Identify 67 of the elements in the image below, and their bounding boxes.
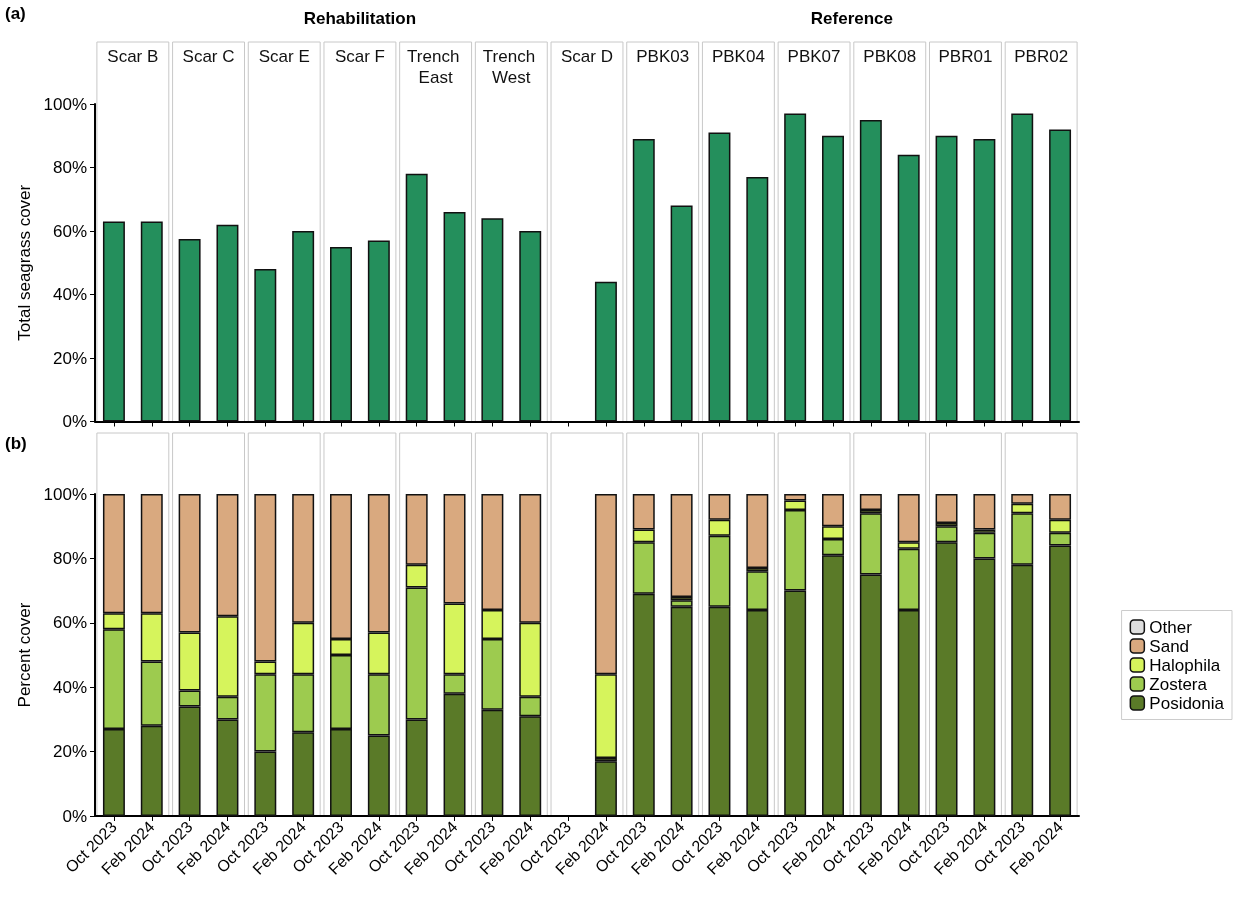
- legend-label: Zostera: [1149, 674, 1208, 694]
- text: Scar F: [334, 47, 385, 66]
- bar: [594, 281, 617, 422]
- bar: [670, 205, 693, 422]
- y-tick-label: 60%: [52, 613, 87, 633]
- bar: [216, 224, 239, 422]
- chart-title: (b): [5, 434, 27, 453]
- bar: [254, 269, 277, 422]
- y-tick-label: 20%: [52, 742, 87, 762]
- legend-label: Sand: [1149, 636, 1190, 656]
- text: PBK07: [787, 47, 841, 66]
- bar: [367, 240, 390, 422]
- text: Scar C: [182, 47, 235, 66]
- text: PBR01: [938, 47, 993, 66]
- chart-title: (a): [5, 4, 26, 23]
- bar: [102, 221, 125, 422]
- text: PBR02: [1014, 47, 1069, 66]
- bar: [784, 113, 807, 422]
- bar: [178, 238, 201, 422]
- text: PBK04: [711, 47, 765, 66]
- text: Trench East: [407, 47, 465, 87]
- bar: [292, 231, 315, 422]
- bar: [708, 132, 731, 422]
- text: Trench West: [482, 47, 540, 87]
- bar: [519, 231, 542, 422]
- text: Rehabilitation: [303, 9, 417, 28]
- text: Scar B: [107, 47, 159, 66]
- bar: [897, 154, 920, 422]
- bar: [859, 119, 882, 422]
- y-axis-title: Total seagrass cover: [14, 184, 34, 341]
- y-tick-label: 100%: [43, 484, 87, 504]
- bar: [140, 221, 163, 422]
- bar: [632, 138, 655, 422]
- text: PBK03: [636, 47, 690, 66]
- bar: [1011, 113, 1034, 422]
- y-tick-label: 80%: [52, 548, 87, 568]
- bar: [746, 494, 769, 569]
- bar: [443, 211, 466, 422]
- y-tick-label: 80%: [52, 158, 87, 177]
- y-tick-label: 60%: [52, 221, 87, 241]
- bar: [330, 246, 352, 422]
- bar: [935, 135, 958, 422]
- y-tick-label: 40%: [52, 285, 87, 304]
- y-tick-label: 100%: [43, 94, 87, 114]
- text: Reference: [810, 9, 894, 28]
- bar: [405, 173, 428, 422]
- bar: [822, 135, 844, 422]
- legend-label: Halophila: [1149, 655, 1221, 675]
- y-tick-label: 20%: [52, 348, 87, 368]
- legend-label: Posidonia: [1149, 693, 1225, 713]
- y-tick-label: 0%: [62, 806, 87, 826]
- bar: [973, 138, 996, 422]
- text: Scar D: [561, 47, 613, 66]
- legend-label: Other: [1149, 617, 1193, 637]
- y-tick-label: 0%: [62, 412, 87, 431]
- bar: [859, 494, 882, 511]
- text: PBK08: [863, 47, 917, 66]
- bar: [670, 494, 693, 598]
- bar: [973, 494, 996, 530]
- bar: [594, 761, 617, 816]
- y-axis-title: Percent cover: [14, 602, 34, 708]
- bar: [1049, 129, 1072, 422]
- bar: [935, 494, 958, 523]
- y-tick-label: 40%: [52, 677, 87, 697]
- text: Scar E: [258, 47, 310, 66]
- bar: [481, 218, 504, 422]
- bar: [746, 177, 769, 422]
